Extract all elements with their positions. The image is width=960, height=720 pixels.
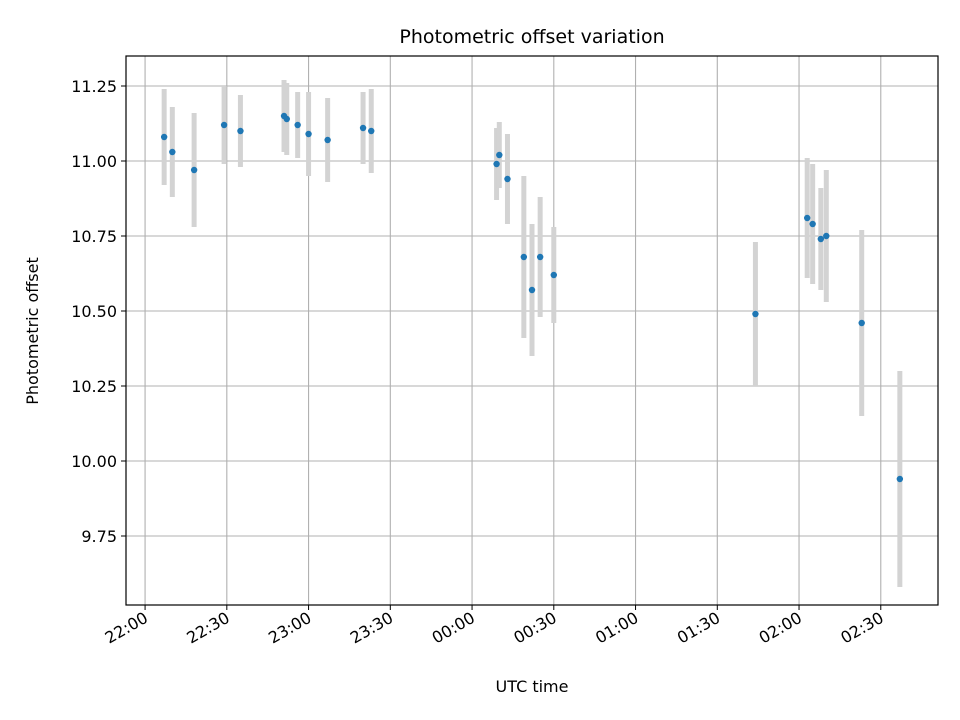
x-tick-label: 02:00 — [756, 608, 805, 648]
data-point — [896, 475, 904, 483]
y-tick-label: 11.25 — [71, 77, 117, 96]
y-tick-label: 10.75 — [71, 227, 117, 246]
data-point — [817, 235, 825, 243]
data-point — [804, 214, 811, 222]
data-point — [520, 253, 528, 261]
data-point — [169, 148, 176, 156]
x-tick-label: 01:00 — [592, 608, 641, 648]
data-point — [823, 232, 830, 240]
data-point — [220, 121, 228, 129]
data-point — [237, 127, 244, 135]
data-point — [752, 310, 759, 318]
x-tick-label: 00:00 — [429, 608, 478, 648]
x-tick-label: 02:30 — [837, 608, 886, 648]
data-points — [160, 112, 904, 483]
y-tick-label: 10.00 — [71, 452, 117, 471]
plot-frame — [125, 55, 939, 606]
x-axis-ticks: 22:00 22:30 23:00 23:30 00:00 00:30 01:00 01:30… — [102, 605, 887, 648]
data-point — [305, 130, 312, 138]
x-tick-label: 01:30 — [674, 608, 723, 648]
data-point — [190, 166, 198, 174]
x-tick-label: 22:30 — [183, 608, 232, 648]
data-point — [496, 151, 503, 159]
y-tick-label: 11.00 — [71, 152, 117, 171]
data-point — [160, 133, 168, 141]
error-bars — [161, 80, 903, 587]
y-tick-label: 10.50 — [71, 302, 117, 321]
x-tick-label: 23:00 — [265, 608, 314, 648]
y-axis-ticks: 9.75 10.00 10.25 10.50 10.75 11.00 11.25 — [71, 77, 126, 546]
data-point — [528, 286, 536, 294]
data-point — [294, 121, 301, 129]
chart-title: Photometric offset variation — [399, 26, 664, 48]
x-tick-label: 22:00 — [102, 608, 151, 648]
y-tick-label: 9.75 — [81, 527, 117, 546]
data-point — [368, 127, 375, 135]
y-axis-label: Photometric offset — [23, 257, 42, 405]
data-point — [858, 319, 865, 327]
x-axis-label: UTC time — [496, 677, 569, 696]
data-point — [550, 271, 557, 279]
y-tick-label: 10.25 — [71, 377, 117, 396]
x-tick-label: 00:30 — [510, 608, 559, 648]
data-point — [504, 175, 511, 183]
data-point — [493, 160, 500, 168]
data-point — [809, 220, 816, 228]
x-tick-label: 23:30 — [347, 608, 396, 648]
data-point — [536, 253, 544, 261]
data-point — [324, 136, 331, 144]
data-point — [359, 124, 367, 132]
data-point — [283, 115, 290, 123]
